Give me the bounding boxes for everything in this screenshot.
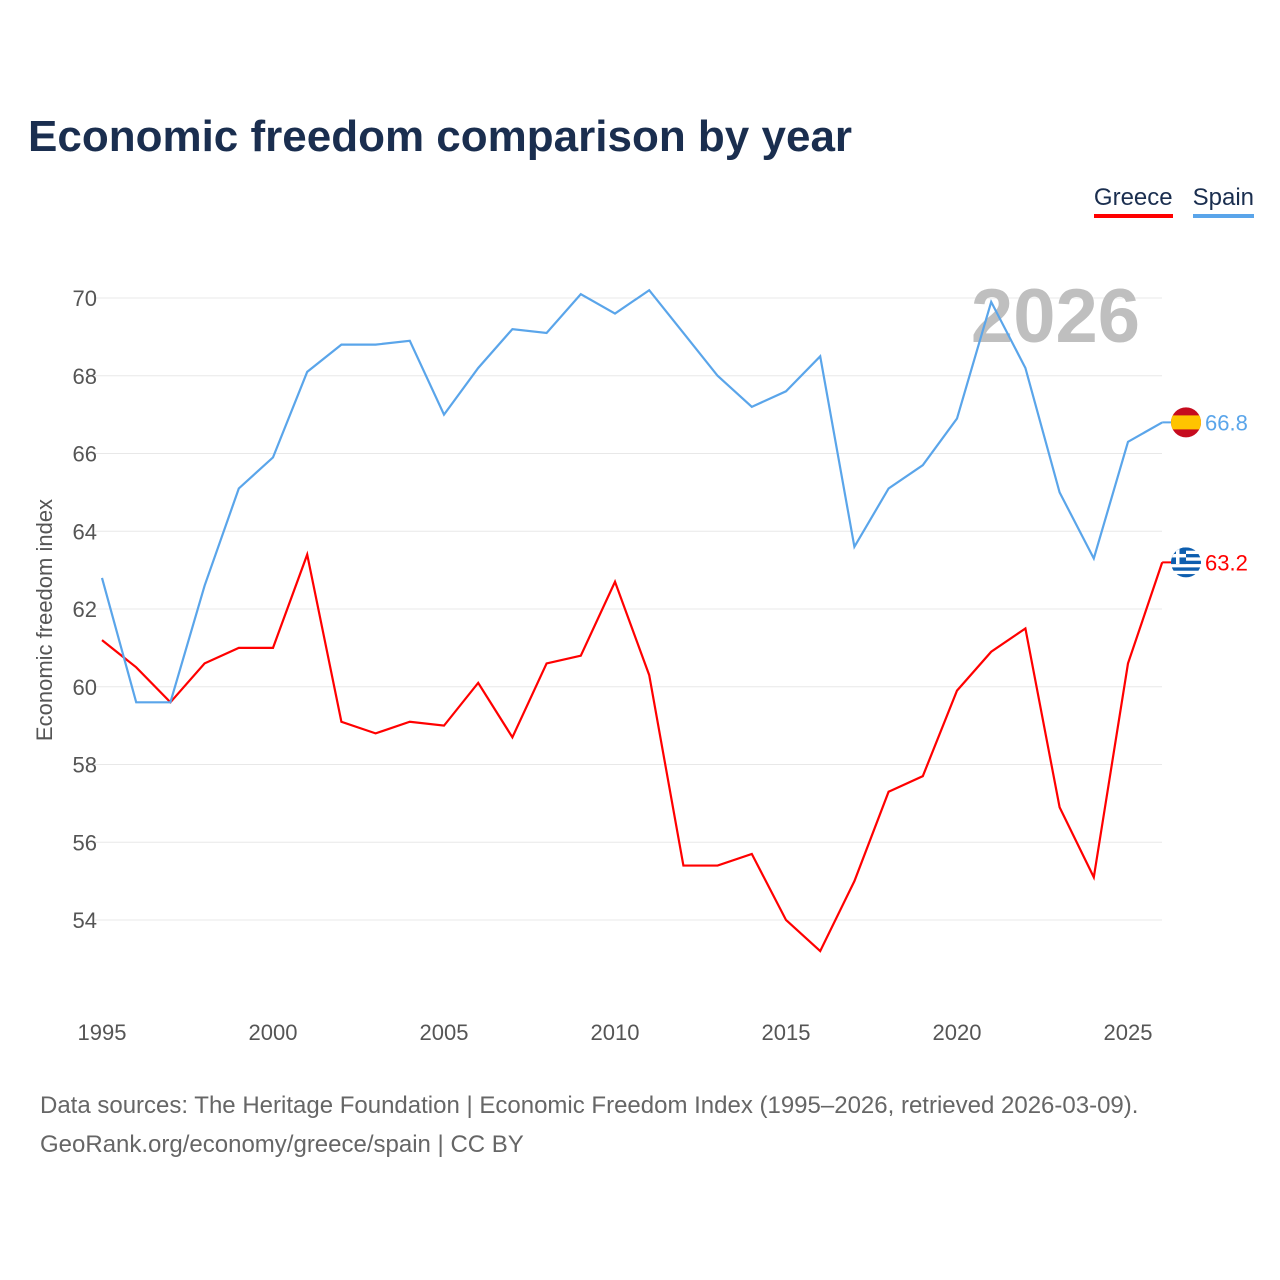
y-tick-label: 64	[73, 519, 97, 544]
y-tick-label: 62	[73, 597, 97, 622]
year-label: 2026	[971, 274, 1140, 359]
y-axis-label: Economic freedom index	[32, 499, 57, 741]
x-tick-label: 2000	[249, 1020, 298, 1045]
spain-flag-icon	[1171, 407, 1201, 438]
data-sources: Data sources: The Heritage Foundation | …	[40, 1092, 1139, 1119]
legend-spain[interactable]: Spain	[1192, 184, 1254, 218]
x-tick-label: 1995	[78, 1020, 127, 1045]
y-tick-label: 68	[73, 364, 97, 389]
x-tick-label: 2015	[762, 1020, 811, 1045]
footer: Data sources: The Heritage Foundation | …	[40, 1086, 1138, 1164]
x-tick-label: 2025	[1104, 1020, 1153, 1045]
end-value-label: 63.2	[1205, 550, 1248, 575]
legend: Greece Spain	[1093, 184, 1254, 218]
y-tick-label: 66	[73, 442, 97, 467]
chart-title: Economic freedom comparison by year	[28, 112, 853, 161]
greece-flag-icon	[1171, 547, 1201, 578]
x-tick-label: 2020	[933, 1020, 982, 1045]
y-tick-label: 70	[73, 286, 97, 311]
y-tick-label: 54	[73, 908, 97, 933]
legend-greece[interactable]: Greece	[1093, 184, 1173, 218]
x-tick-label: 2010	[591, 1020, 640, 1045]
y-tick-label: 56	[73, 830, 97, 855]
series-line-greece	[101, 550, 1164, 953]
series-line-spain	[100, 288, 1163, 704]
source-link[interactable]: GeoRank.org/economy/greece/spain | CC BY	[40, 1131, 524, 1158]
end-value-label: 66.8	[1205, 410, 1248, 435]
y-tick-label: 60	[73, 675, 97, 700]
x-tick-label: 2005	[420, 1020, 469, 1045]
y-tick-label: 58	[73, 753, 97, 778]
